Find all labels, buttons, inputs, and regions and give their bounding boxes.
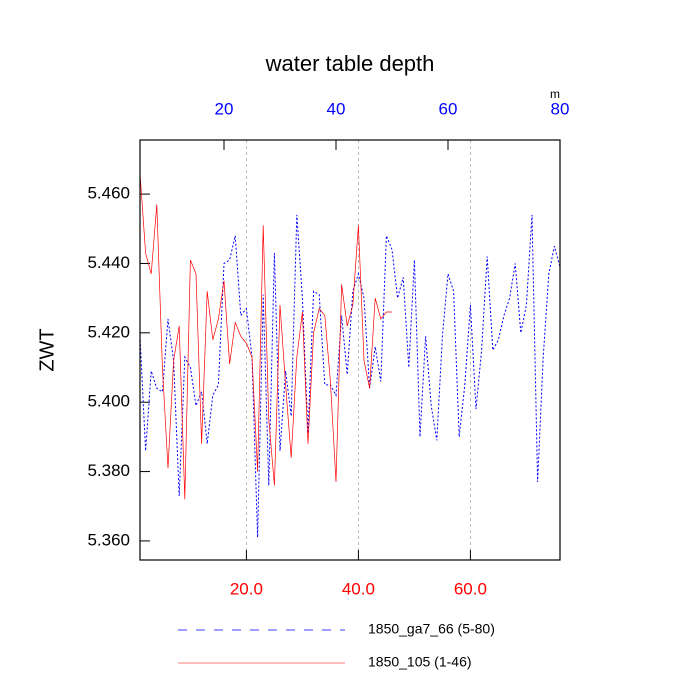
x-tick-label: 60.0 bbox=[454, 579, 487, 598]
x-tick-label: 40.0 bbox=[342, 579, 375, 598]
plot-frame bbox=[139, 139, 561, 561]
chart-title: water table depth bbox=[265, 51, 435, 76]
x2-tick-label: 40 bbox=[327, 99, 346, 118]
legend-label: 1850_105 (1-46) bbox=[368, 654, 472, 670]
y-tick-label: 5.360 bbox=[87, 530, 130, 549]
y-tick-label: 5.420 bbox=[87, 322, 130, 341]
x2-tick-label: 20 bbox=[215, 99, 234, 118]
x2-unit: m bbox=[550, 87, 560, 101]
x2-tick-label: 80 bbox=[551, 99, 570, 118]
x-tick-label: 20.0 bbox=[230, 579, 263, 598]
series-line bbox=[139, 173, 392, 500]
y-tick-label: 5.380 bbox=[87, 461, 130, 480]
x2-tick-label: 60 bbox=[439, 99, 458, 118]
legend-label: 1850_ga7_66 (5-80) bbox=[368, 621, 495, 637]
y-tick-label: 5.400 bbox=[87, 392, 130, 411]
y-axis-label: ZWT bbox=[36, 328, 58, 371]
series-line bbox=[139, 214, 561, 538]
y-tick-label: 5.440 bbox=[87, 253, 130, 272]
y-tick-label: 5.460 bbox=[87, 184, 130, 203]
